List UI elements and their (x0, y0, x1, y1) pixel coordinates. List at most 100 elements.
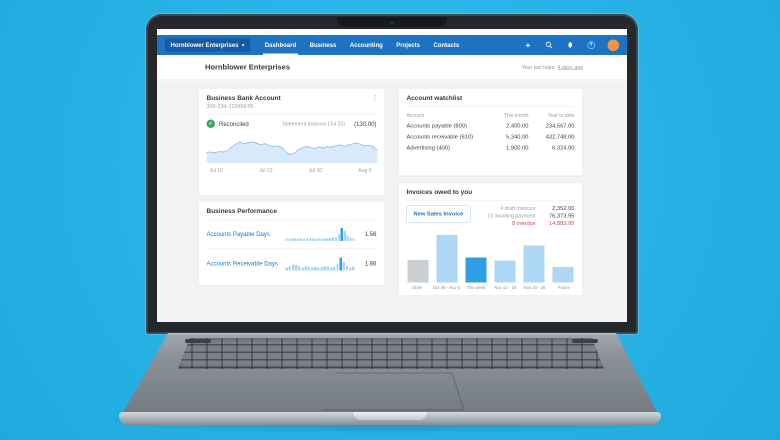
invoice-bar-future[interactable] (552, 267, 574, 283)
sparkline-bar (349, 237, 352, 241)
bank-account-number: 396-234-12345678 (206, 103, 253, 110)
nav-item-dashboard[interactable]: Dashboard (262, 35, 298, 55)
sparkline-bar (352, 238, 355, 241)
reconciled-label: Reconciled (219, 120, 249, 128)
account-watchlist-card: Account watchlist Account This month Yea… (398, 88, 583, 176)
statement-balance-value: (130.00) (354, 120, 377, 128)
nav-item-business[interactable]: Business (309, 41, 337, 49)
sparkline-bar (336, 264, 339, 271)
divider (206, 248, 377, 249)
bank-card-title: Business Bank Account (206, 94, 281, 102)
table-row[interactable]: Advertising (400) 1,900.00 6,324.00 (407, 143, 575, 154)
invoice-bar-nov-13-19[interactable] (494, 260, 516, 283)
sparkline-bar (326, 266, 330, 271)
laptop-front-edge (119, 412, 661, 425)
sparkline-bar (352, 266, 355, 271)
user-avatar[interactable] (607, 39, 619, 51)
invoice-bar-label: Future (557, 285, 570, 290)
last-login-label: Your last login: (521, 64, 556, 71)
accounts-payable-days-link[interactable]: Accounts Payable Days (206, 230, 270, 238)
sparkline-bar (343, 231, 346, 241)
invoice-bar-label: This week (466, 285, 486, 290)
stat-label: 4 draft invoices (500, 205, 536, 212)
draft-invoices-stat[interactable]: 4 draft invoices 2,352.00 (487, 206, 574, 212)
sparkline-bar (333, 266, 336, 271)
bell-icon[interactable] (566, 41, 575, 50)
sparkline-bar (314, 238, 317, 241)
table-row[interactable]: Accounts receivable (610) 5,340.00 432,7… (407, 132, 575, 143)
sparkline-bar (304, 265, 307, 271)
invoice-bar-this-week[interactable] (465, 257, 487, 283)
sparkline-bar (320, 266, 323, 271)
invoice-bar-older[interactable] (407, 260, 429, 283)
search-icon[interactable] (545, 41, 554, 50)
stat-label: 8 overdue (512, 220, 536, 227)
invoices-summary: New Sales Invoice 4 draft invoices 2,352… (399, 201, 583, 227)
sparkline-bar (317, 237, 320, 241)
sparkline-bar (308, 237, 311, 241)
nav-item-contacts[interactable]: Contacts (433, 41, 460, 49)
speaker-grill-left (185, 339, 211, 343)
invoices-bar-labels: Older Oct 30 - Nov 5 This week Nov 13 - 19 N… (403, 285, 579, 290)
add-icon[interactable]: + (525, 40, 531, 50)
sparkline-bar (294, 238, 297, 241)
invoice-bar-label: Older (411, 285, 423, 290)
nav-actions: + ? (524, 39, 619, 51)
invoice-bar-nov-20-26[interactable] (523, 245, 545, 283)
invoice-bar-label: Nov 20 - 26 (523, 285, 546, 290)
year-to-date-value: 432,748.00 (545, 134, 575, 140)
watchlist-table: Account This month Year to date Accounts… (399, 107, 583, 154)
awaiting-payment-stat[interactable]: 13 awaiting payment 76,373.95 (487, 213, 574, 219)
table-row[interactable]: Accounts payable (800) 2,400.00 234,567.… (407, 121, 575, 132)
x-label: Jul 30 (308, 168, 323, 174)
invoice-stats: 4 draft invoices 2,352.00 13 awaiting pa… (487, 206, 574, 227)
sparkline-bar (288, 265, 292, 271)
sparkline-bar (342, 261, 346, 271)
sparkline-bar (326, 238, 329, 241)
kebab-menu-icon[interactable]: ⋮ (371, 93, 379, 102)
sparkline-bar (302, 238, 306, 241)
sparkline-bar (305, 238, 308, 241)
new-sales-invoice-button[interactable]: New Sales Invoice (406, 205, 471, 223)
nav-item-projects[interactable]: Projects (396, 41, 420, 49)
invoice-bar-oct-30-nov-5[interactable] (436, 235, 458, 283)
top-nav-bar: Hornblower Enterprises ▾ Dashboard Busin… (157, 35, 627, 55)
sparkline-bar (317, 267, 320, 271)
sparkline-bar (345, 266, 349, 271)
sparkline-bar (323, 265, 326, 271)
year-to-date-value: 6,324.00 (552, 145, 575, 151)
stat-value: 76,373.95 (548, 213, 575, 219)
sparkline-bar (288, 238, 291, 241)
nav-item-accounting[interactable]: Accounting (349, 41, 383, 49)
help-icon[interactable]: ? (587, 41, 596, 50)
sparkline-bar (329, 237, 332, 241)
account-name: Accounts payable (800) (406, 123, 467, 129)
sparkline-bar (285, 238, 288, 241)
last-login-link[interactable]: 4 days ago (557, 64, 583, 71)
payable-days-sparkline (285, 227, 355, 241)
x-label: Jul 23 (259, 168, 273, 174)
org-selector[interactable]: Hornblower Enterprises ▾ (165, 38, 250, 52)
laptop-keyboard (178, 338, 604, 369)
sparkline-bar (320, 238, 323, 241)
sparkline-bar (291, 237, 294, 241)
overdue-stat[interactable]: 8 overdue 14,883.95 (487, 221, 574, 227)
sparkline-bar (337, 234, 340, 241)
account-name: Advertising (400) (406, 145, 450, 151)
sparkline-bar (339, 257, 342, 271)
invoices-owed-card: Invoices owed to you New Sales Invoice 4… (398, 182, 583, 296)
bank-balance-chart (205, 132, 378, 167)
invoices-card-title: Invoices owed to you (406, 188, 473, 196)
check-icon: ✓ (206, 119, 215, 128)
accounts-receivable-days-link[interactable]: Accounts Receivable Days (206, 260, 278, 267)
sparkline-bar (346, 235, 349, 241)
col-this-month: This month (503, 112, 529, 119)
col-year-to-date: Year to date (547, 112, 575, 119)
this-month-value: 5,340.00 (506, 134, 529, 140)
speaker-grill-right (572, 339, 598, 343)
sparkline-bar (297, 238, 300, 241)
sparkline-bar (285, 267, 288, 271)
col-account: Account (406, 112, 425, 119)
this-month-value: 1,900.00 (506, 145, 529, 151)
